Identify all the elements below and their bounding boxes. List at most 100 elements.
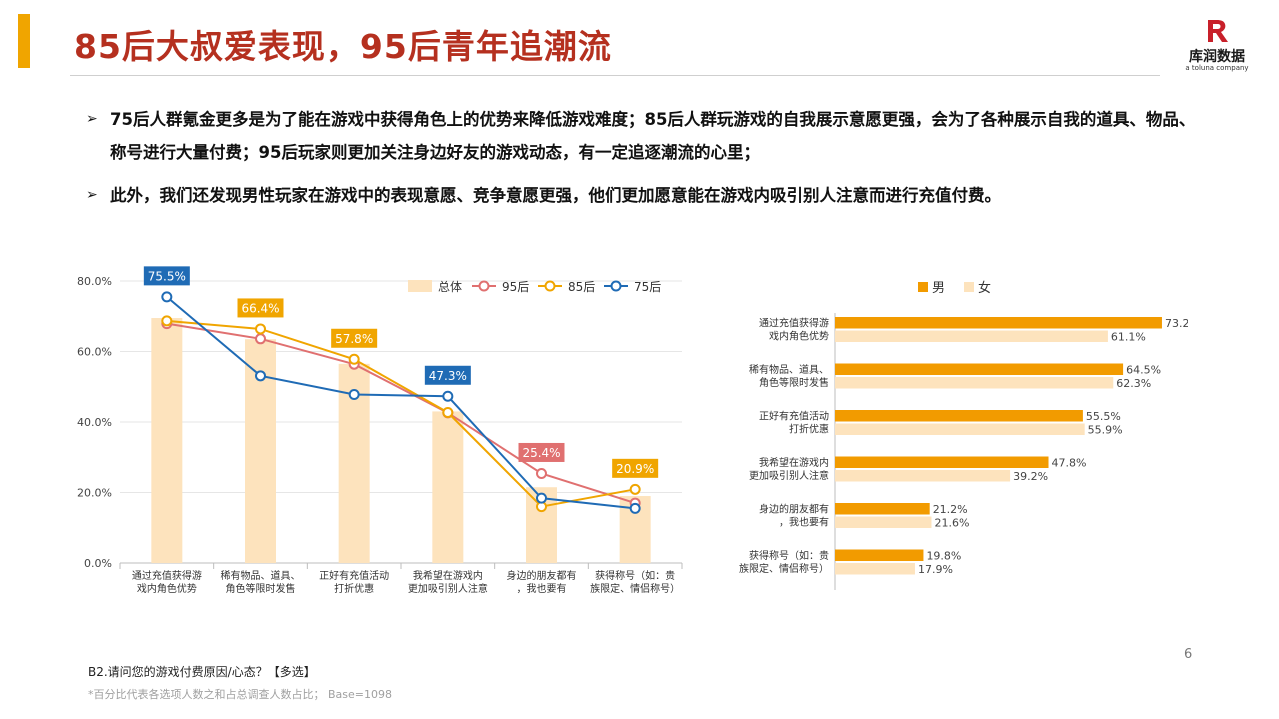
legend-swatch <box>408 280 432 292</box>
line-point <box>629 483 641 495</box>
y-tick-label: 60.0% <box>77 346 112 359</box>
legend-label: 女 <box>978 280 991 296</box>
data-label: 19.8% <box>926 550 961 563</box>
data-label: 64.5% <box>1126 364 1161 377</box>
line-series <box>166 319 636 508</box>
bullet-item: ➢ 此外，我们还发现男性玩家在游戏中的表现意愿、竞争意愿更强，他们更加愿意能在游… <box>86 179 1196 212</box>
bar-male <box>835 549 924 561</box>
y-tick-label: 获得称号（如：贵 <box>749 549 829 562</box>
legend-label: 总体 <box>438 280 462 294</box>
logo-tagline: a toluna company <box>1185 64 1249 72</box>
data-label: 57.8% <box>335 332 373 346</box>
bar-female <box>835 516 932 528</box>
legend-label: 男 <box>932 281 945 296</box>
x-tick-label: 戏内角色优势 <box>137 582 197 595</box>
data-label: 25.4% <box>522 446 560 460</box>
legend-marker <box>478 280 490 292</box>
legend-label: 95后 <box>502 280 529 294</box>
line-point <box>536 492 547 504</box>
line-point <box>161 291 173 303</box>
bar-male <box>835 410 1083 422</box>
x-tick-label: ，我也要有 <box>517 582 567 595</box>
callout-box <box>518 442 565 462</box>
y-tick-label: 正好有充值活动 <box>759 410 829 423</box>
bar-female <box>835 563 915 575</box>
data-label: 47.3% <box>429 369 467 383</box>
bullet-list: ➢ 75后人群氪金更多是为了能在游戏中获得角色上的优势来降低游戏难度；85后人群… <box>86 103 1196 222</box>
data-label: 21.2% <box>933 503 968 516</box>
bullet-text: 此外，我们还发现男性玩家在游戏中的表现意愿、竞争意愿更强，他们更加愿意能在游戏内… <box>110 186 1001 205</box>
line-point <box>348 389 360 401</box>
bar-male <box>835 363 1124 375</box>
y-tick-label: 0.0% <box>84 557 112 570</box>
callout-box <box>424 365 471 385</box>
page-title: 85后大叔爱表现，95后青年追潮流 <box>74 27 612 66</box>
bullet-item: ➢ 75后人群氪金更多是为了能在游戏中获得角色上的优势来降低游戏难度；85后人群… <box>86 103 1196 169</box>
callout-box <box>143 266 190 286</box>
legend-item: 女 <box>964 280 991 296</box>
x-tick-label: 族限定、情侣称号） <box>590 582 680 595</box>
bar-male <box>835 456 1049 468</box>
legend-item: 95后 <box>472 280 529 294</box>
legend-swatch <box>918 282 928 292</box>
y-tick-label: 我希望在游戏内 <box>759 456 829 469</box>
y-tick-label: 戏内角色优势 <box>769 330 829 343</box>
data-label: 73.2% <box>1165 317 1188 330</box>
y-tick-label: 20.0% <box>77 487 112 500</box>
data-label: 47.8% <box>1052 457 1087 470</box>
legend-item: 男 <box>918 281 945 296</box>
line-point <box>255 333 266 345</box>
bar-female <box>835 377 1114 389</box>
page-number: 6 <box>1184 647 1193 662</box>
data-label: 20.9% <box>616 462 654 476</box>
data-label: 21.6% <box>934 517 969 530</box>
arrow-bullet-icon: ➢ <box>86 111 98 127</box>
y-tick-label: 稀有物品、道具、 <box>749 363 829 376</box>
arrow-bullet-icon: ➢ <box>86 187 98 203</box>
data-label: 62.3% <box>1116 377 1151 390</box>
x-tick-label: 稀有物品、道具、 <box>221 569 301 582</box>
legend-item: 75后 <box>604 280 661 294</box>
survey-question: B2.请问您的游戏付费原因/心态？【多选】 <box>88 665 316 679</box>
line-point <box>629 502 641 514</box>
data-label: 75.5% <box>148 269 186 283</box>
legend-item: 总体 <box>408 280 462 294</box>
bullet-text: 75后人群氪金更多是为了能在游戏中获得角色上的优势来降低游戏难度；85后人群玩游… <box>110 110 1196 162</box>
x-tick-label: 获得称号（如：贵 <box>595 569 675 582</box>
bar-female <box>835 470 1011 482</box>
data-label: 61.1% <box>1111 331 1146 344</box>
data-label: 39.2% <box>1013 470 1048 483</box>
callout-box <box>237 298 284 318</box>
x-tick-label: 打折优惠 <box>334 582 374 595</box>
base-note: *百分比代表各选项人数之和占总调查人数占比； Base=1098 <box>88 688 392 701</box>
callout-box <box>612 458 659 478</box>
legend-item: 85后 <box>538 280 595 294</box>
y-tick-label: 角色等限时发售 <box>759 376 829 389</box>
line-series <box>166 322 636 505</box>
legend-label: 75后 <box>634 280 661 294</box>
y-tick-label: 80.0% <box>77 275 112 288</box>
callout-box <box>331 328 378 348</box>
y-tick-label: 更加吸引别人注意 <box>749 469 829 482</box>
legend-swatch <box>964 282 974 292</box>
x-tick-label: 我希望在游戏内 <box>413 569 483 582</box>
bar-overall <box>151 318 183 563</box>
bar-overall <box>432 411 464 563</box>
line-point <box>536 467 547 479</box>
line-series <box>166 296 636 510</box>
x-tick-label: 通过充值获得游 <box>132 569 202 582</box>
line-point <box>255 323 266 335</box>
y-tick-label: 身边的朋友都有 <box>759 503 829 516</box>
x-tick-label: 正好有充值活动 <box>319 569 389 582</box>
line-point <box>255 370 266 382</box>
y-tick-label: 打折优惠 <box>789 423 829 436</box>
legend-label: 85后 <box>568 280 595 294</box>
line-point <box>348 353 360 365</box>
y-tick-label: ，我也要有 <box>779 516 829 529</box>
logo-mark-icon <box>1208 20 1228 42</box>
logo-name: 库润数据 <box>1189 49 1245 65</box>
data-label: 55.5% <box>1086 410 1121 423</box>
age-group-chart: 0.0% 20.0% 40.0% 60.0% 80.0% 75.5% 66.4% 57.8% 4… <box>77 266 683 595</box>
data-label: 55.9% <box>1088 424 1123 437</box>
